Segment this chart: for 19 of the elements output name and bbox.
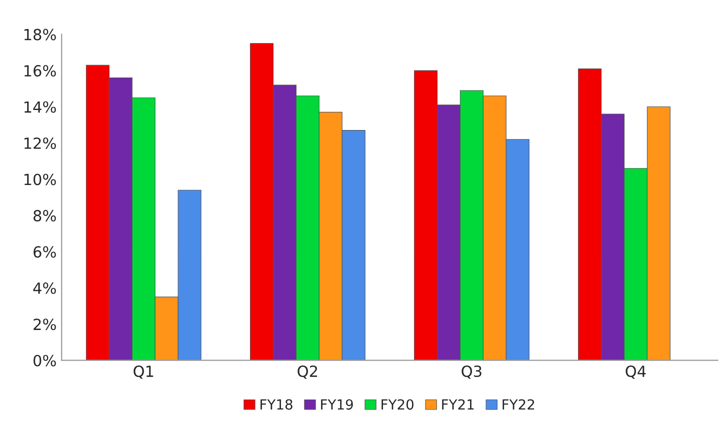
y-tick-label: 0%: [34, 354, 56, 366]
y-tick-label: 2%: [34, 318, 56, 330]
legend-label: FY19: [321, 399, 353, 410]
x-tick-label: Q2: [298, 365, 318, 379]
y-tick-label: 10%: [24, 174, 56, 186]
y-tick-label: 8%: [34, 210, 56, 222]
legend-label: FY21: [442, 399, 474, 410]
x-tick-label: Q3: [462, 365, 482, 379]
legend-label: FY20: [382, 399, 414, 410]
y-tick-label: 18%: [24, 28, 56, 40]
y-tick-label: 14%: [24, 101, 56, 113]
y-tick-label: 12%: [24, 137, 56, 150]
y-tick-label: 16%: [24, 65, 56, 77]
y-tick-label: 6%: [34, 246, 56, 258]
legend-label: FY18: [260, 399, 292, 410]
x-tick-label: Q1: [134, 365, 154, 379]
y-tick-label: 4%: [33, 282, 56, 294]
legend-label: FY22: [502, 399, 534, 410]
x-tick-label: Q4: [626, 365, 646, 379]
